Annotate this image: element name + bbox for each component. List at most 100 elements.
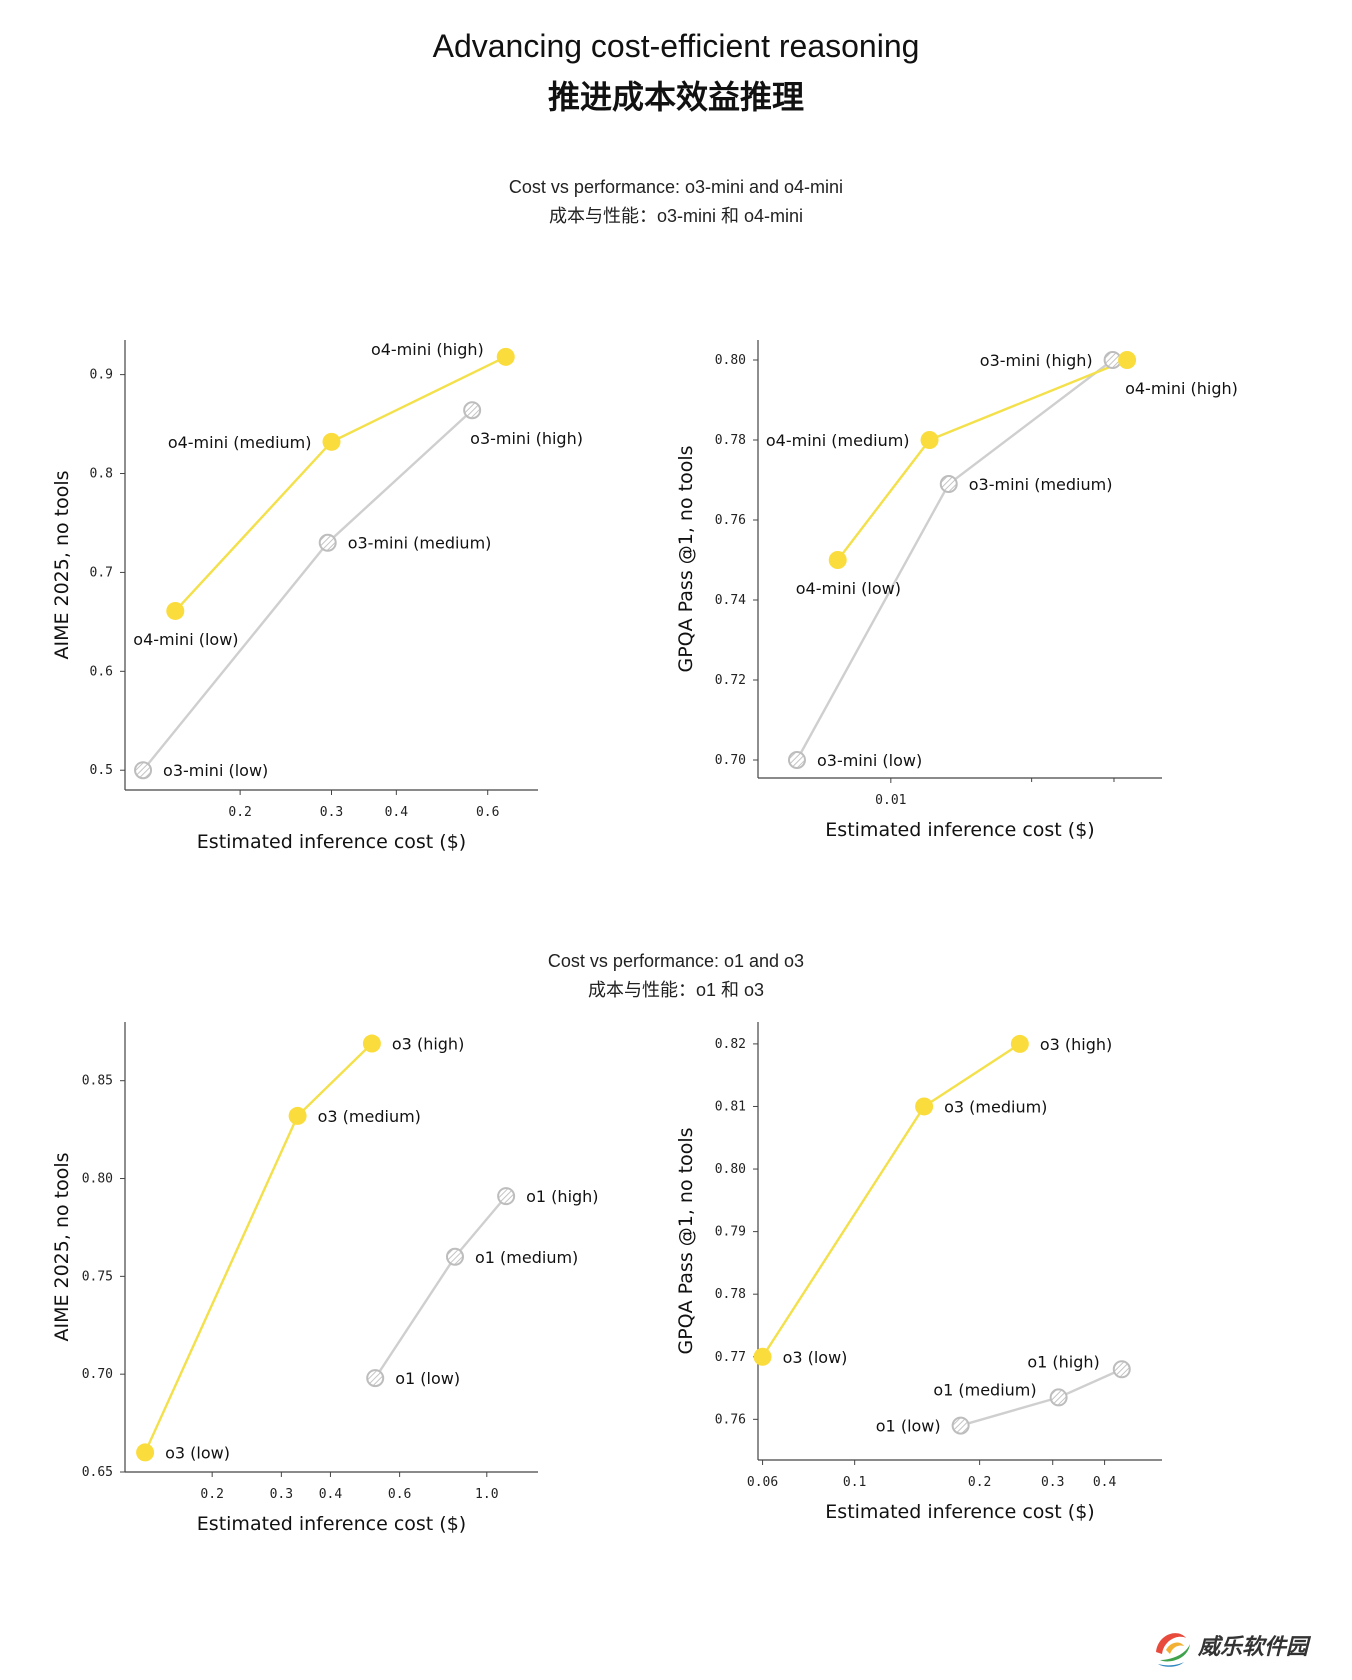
data-point-o1 [497,1187,516,1206]
y-tick-label: 0.9 [90,368,113,383]
y-tick-label: 0.65 [82,1465,113,1480]
x-tick-label: 0.3 [1041,1475,1064,1490]
data-point-o3-mini [463,401,482,420]
data-point-o1 [1112,1360,1131,1379]
y-tick-label: 0.70 [715,753,746,768]
chart-gpqa-mini: 0.70 0.72 0.74 0.76 0.78 0.80 0.01 Estimated in… [675,340,1238,841]
series-line-o4-mini [174,355,507,612]
main-title: Advancing cost-efficient reasoning [432,28,920,64]
x-tick-label: 0.2 [968,1475,991,1490]
y-tick-label: 0.80 [82,1172,113,1187]
data-label-o4-mini: o4-mini (high) [1125,379,1238,398]
chart-gpqa-o1-o3: 0.76 0.77 0.78 0.79 0.80 0.81 0.82 0.06 0.1 0.2 0.… [675,1022,1162,1523]
data-label-o4-mini: o4-mini (medium) [168,433,312,452]
data-label-o3: o3 (low) [783,1348,848,1367]
chart-aime-mini: 0.5 0.6 0.7 0.8 0.9 0.2 0.3 0.4 0.6 Estimated inf… [51,340,583,853]
y-tick-label: 0.8 [90,467,113,482]
section-title-mini-chinese: 成本与性能：o3-mini 和 o4-mini [548,206,804,226]
watermark-text: 威乐软件园 [1197,1634,1312,1660]
y-axis-title: AIME 2025, no tools [51,1152,73,1341]
data-point-o3 [362,1034,381,1053]
x-tick-label: 0.06 [747,1475,778,1490]
y-tick-label: 0.6 [90,664,113,679]
data-label-o1: o1 (low) [876,1417,941,1436]
data-label-o3: o3 (low) [165,1443,230,1462]
y-tick-label: 0.78 [715,433,746,448]
watermark-logo-icon [1156,1633,1190,1667]
data-label-o3-mini: o3-mini (medium) [348,534,492,553]
data-point-o3-mini [787,751,806,769]
x-tick-label: 0.3 [270,1487,293,1502]
data-point-o3 [136,1443,155,1462]
y-axis-title: GPQA Pass @1, no tools [675,1127,697,1354]
series-line-o3 [761,1042,1021,1358]
data-label-o4-mini: o4-mini (high) [371,340,484,359]
y-tick-label: 0.75 [82,1269,113,1284]
x-tick-label: 0.6 [388,1487,411,1502]
y-tick-label: 0.72 [715,673,746,688]
data-label-o3: o3 (high) [1040,1035,1112,1054]
data-point-o3-mini [939,475,958,493]
data-point-o3 [915,1097,934,1116]
data-label-o3-mini: o3-mini (high) [980,351,1093,370]
watermark-logo: 威乐软件园 [1156,1633,1312,1667]
y-tick-label: 0.85 [82,1074,113,1089]
y-tick-label: 0.79 [715,1225,746,1240]
data-label-o1: o1 (high) [1027,1352,1099,1371]
y-tick-label: 0.80 [715,1162,746,1177]
x-axis-title: Estimated inference cost ($) [197,1513,466,1535]
data-point-o4-mini [496,347,515,366]
y-axis-title: AIME 2025, no tools [51,470,73,659]
x-tick-label: 0.2 [228,805,251,820]
data-point-o3 [288,1106,307,1125]
x-tick-label: 0.01 [875,793,906,808]
x-tick-label: 0.1 [843,1475,866,1490]
data-label-o1: o1 (medium) [933,1380,1036,1399]
data-label-o3-mini: o3-mini (medium) [969,475,1113,494]
x-axis-title: Estimated inference cost ($) [197,831,466,853]
data-point-o4-mini [828,551,847,569]
y-tick-label: 0.74 [715,593,746,608]
data-label-o3: o3 (medium) [318,1107,421,1126]
x-tick-label: 0.3 [320,805,343,820]
data-point-o1 [445,1247,464,1266]
y-axis-title: GPQA Pass @1, no tools [675,445,697,672]
data-point-o3 [753,1347,772,1366]
data-point-o4-mini [1118,351,1137,369]
data-label-o3-mini: o3-mini (low) [817,751,922,770]
y-tick-label: 0.5 [90,763,113,778]
section-title-mini: Cost vs performance: o3-mini and o4-mini [508,177,844,197]
data-label-o3-mini: o3-mini (high) [470,429,583,448]
data-point-o4-mini [166,601,185,620]
data-point-o1 [1049,1388,1068,1407]
y-tick-label: 0.76 [715,513,746,528]
data-label-o1: o1 (medium) [475,1248,578,1267]
data-label-o4-mini: o4-mini (low) [133,630,238,649]
series-line-o3 [144,1042,373,1453]
data-label-o3: o3 (medium) [944,1097,1047,1116]
data-point-o3-mini [318,533,337,552]
x-tick-label: 0.2 [200,1487,223,1502]
data-point-o3 [1010,1034,1029,1053]
chart-aime-o1-o3: 0.65 0.70 0.75 0.80 0.85 0.2 0.3 0.4 0.6 1.0 Estim… [51,1022,599,1535]
data-label-o1: o1 (high) [526,1187,598,1206]
x-tick-label: 0.4 [319,1487,343,1502]
data-point-o4-mini [322,432,341,451]
data-point-o3-mini [134,761,153,780]
series-line-o1 [374,1195,508,1379]
y-tick-label: 0.80 [715,353,746,368]
data-label-o4-mini: o4-mini (medium) [766,431,910,450]
x-axis-title: Estimated inference cost ($) [825,819,1094,841]
data-label-o3: o3 (high) [392,1035,464,1054]
y-tick-label: 0.78 [715,1287,746,1302]
data-label-o4-mini: o4-mini (low) [796,579,901,598]
x-tick-label: 1.0 [475,1487,498,1502]
data-point-o1 [366,1369,385,1388]
section-title-o1-o3-chinese: 成本与性能：o1 和 o3 [587,980,765,1000]
y-tick-label: 0.76 [715,1412,746,1427]
y-tick-label: 0.77 [715,1350,746,1365]
y-tick-label: 0.7 [90,565,113,580]
series-line-o3-mini [142,409,473,771]
y-tick-label: 0.81 [715,1099,746,1114]
section-title-o1-o3: Cost vs performance: o1 and o3 [547,951,805,971]
